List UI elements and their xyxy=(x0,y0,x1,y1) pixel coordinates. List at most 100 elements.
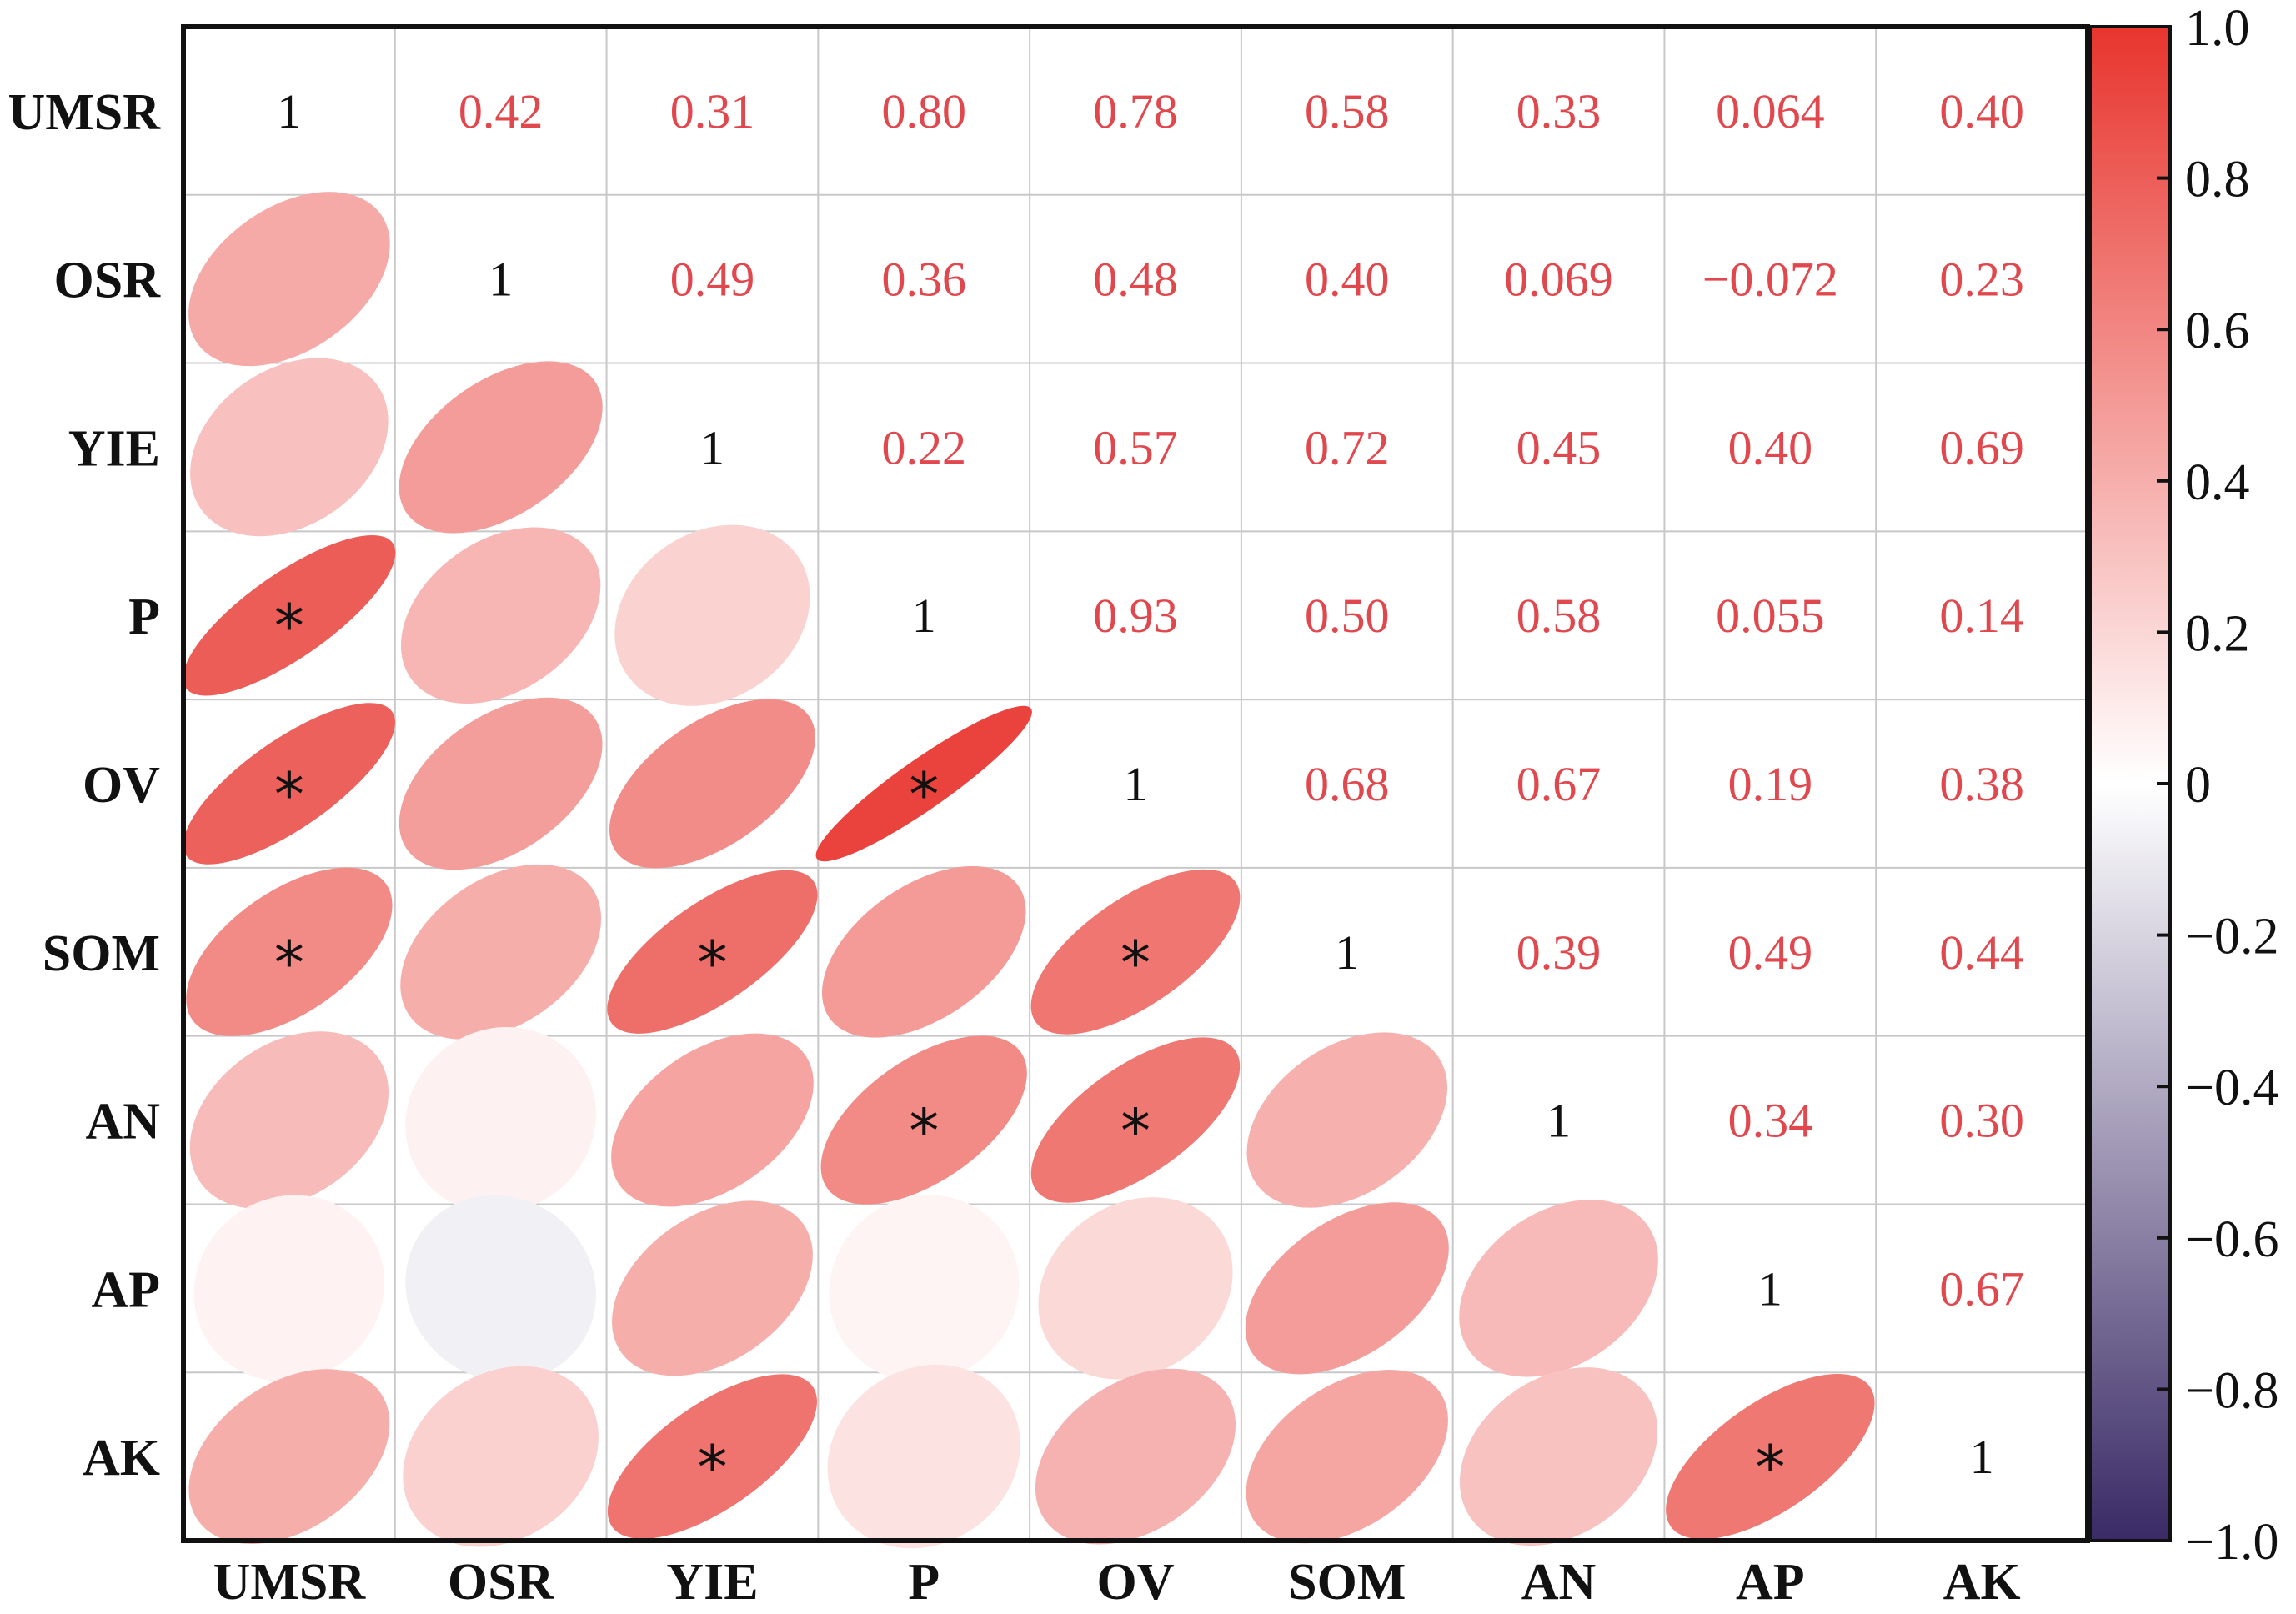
column-label: AP xyxy=(1736,1554,1805,1611)
colorbar-tick-label: 0.4 xyxy=(2185,454,2250,511)
colorbar: 1.0 0.8 0.6 0.4 0.2 0 −0.2 −0.4 −0.6 −0.8 −1.0 xyxy=(2088,0,2278,1571)
correlation-ellipse xyxy=(405,1026,596,1214)
coefficient-label: 0.45 xyxy=(1516,420,1602,474)
column-label: OV xyxy=(1097,1554,1175,1611)
colorbar-tick-label: −0.2 xyxy=(2185,909,2278,965)
coefficient-label: 0.33 xyxy=(1516,84,1602,138)
coefficient-label: 0.93 xyxy=(1093,589,1178,643)
diagonal-value: 1 xyxy=(1335,925,1359,980)
row-label: P xyxy=(128,589,160,645)
diagonal-value: 1 xyxy=(1970,1430,1994,1484)
correlation-ellipse xyxy=(1030,1037,1241,1203)
coefficient-label: 0.48 xyxy=(1093,253,1178,307)
correlation-ellipse xyxy=(188,1369,390,1545)
coefficient-label: 0.49 xyxy=(1728,925,1813,980)
coefficient-label: 0.40 xyxy=(1305,253,1390,307)
correlation-ellipse xyxy=(403,1366,599,1547)
correlation-ellipse xyxy=(829,1195,1020,1382)
colorbar-ticks: 1.0 0.8 0.6 0.4 0.2 0 −0.2 −0.4 −0.6 −0.8 −1.0 xyxy=(2157,0,2278,1571)
colorbar-tick-label: −0.4 xyxy=(2185,1060,2278,1116)
correlation-ellipse xyxy=(822,865,1026,1038)
diagonal-value: 1 xyxy=(1124,757,1148,811)
coefficient-label: 0.42 xyxy=(459,84,544,138)
significance-marker: * xyxy=(274,591,304,661)
row-label: YIE xyxy=(68,420,160,477)
diagonal-value: 1 xyxy=(912,589,936,643)
correlation-ellipse xyxy=(607,1374,817,1539)
coefficient-label: 0.50 xyxy=(1305,589,1390,643)
coefficient-label: 0.31 xyxy=(670,84,755,138)
coefficient-label: 0.67 xyxy=(1516,757,1602,811)
coefficient-label: 0.69 xyxy=(1939,420,2024,474)
diagonal-value: 1 xyxy=(1547,1094,1571,1148)
coefficient-label: 0.19 xyxy=(1728,757,1813,811)
correlation-ellipse xyxy=(1246,1032,1448,1208)
coefficient-label: 0.34 xyxy=(1728,1094,1813,1148)
row-label: SOM xyxy=(43,925,160,982)
correlation-ellipse xyxy=(400,864,602,1040)
column-label: UMSR xyxy=(213,1554,367,1611)
coefficient-label: 0.80 xyxy=(881,84,966,138)
coefficient-label: 0.72 xyxy=(1305,420,1390,474)
matrix-cells: 1 0.42 0.31 0.80 0.78 0.58 0.33 0.064 0.40 1 0.49 0… xyxy=(183,84,2024,1549)
correlation-ellipse xyxy=(1245,1202,1449,1375)
correlation-ellipse xyxy=(1246,1370,1448,1544)
column-label: OSR xyxy=(448,1554,555,1611)
coefficient-label: 0.58 xyxy=(1305,84,1390,138)
diagonal-value: 1 xyxy=(489,253,513,307)
significance-marker: * xyxy=(909,1096,939,1166)
coefficient-label: 0.069 xyxy=(1504,253,1613,307)
correlation-ellipse xyxy=(405,1195,596,1381)
coefficient-label: 0.38 xyxy=(1939,757,2024,811)
significance-marker: * xyxy=(274,759,304,830)
coefficient-label: 0.44 xyxy=(1939,925,2024,980)
correlation-ellipse xyxy=(827,1364,1020,1549)
coefficient-label: 0.23 xyxy=(1939,253,2024,307)
correlation-ellipse xyxy=(183,534,396,696)
column-label: SOM xyxy=(1288,1554,1406,1611)
correlation-ellipse xyxy=(399,361,603,534)
row-label: AP xyxy=(91,1261,160,1318)
column-label: P xyxy=(908,1554,940,1611)
coefficient-label: 0.39 xyxy=(1516,925,1602,980)
correlation-ellipse xyxy=(612,1200,813,1376)
row-label: OSR xyxy=(54,253,162,309)
significance-marker: * xyxy=(909,759,939,830)
column-label: YIE xyxy=(666,1554,758,1611)
correlation-ellipse xyxy=(607,870,818,1034)
colorbar-tick-label: −1.0 xyxy=(2185,1514,2278,1571)
significance-marker: * xyxy=(697,1432,727,1502)
coefficient-label: 0.78 xyxy=(1093,84,1178,138)
column-label: AN xyxy=(1521,1554,1597,1611)
colorbar-tick-label: 0.2 xyxy=(2185,605,2250,662)
correlation-ellipse xyxy=(609,699,815,869)
coefficient-label: 0.58 xyxy=(1516,589,1602,643)
column-label: AK xyxy=(1943,1554,2021,1611)
correlation-ellipse xyxy=(614,524,810,706)
colorbar-tick-label: 0.6 xyxy=(2185,303,2250,359)
colorbar-tick-label: −0.8 xyxy=(2185,1362,2278,1419)
coefficient-label: 0.40 xyxy=(1939,84,2024,138)
diagonal-value: 1 xyxy=(700,420,724,474)
correlation-ellipse xyxy=(190,358,389,537)
plot-frame xyxy=(181,24,2090,1543)
row-label: AK xyxy=(83,1430,160,1486)
correlation-ellipse xyxy=(815,705,1032,862)
colorbar-tick-label: 0.8 xyxy=(2185,152,2250,208)
significance-marker: * xyxy=(697,928,727,998)
correlation-ellipse xyxy=(1035,1368,1236,1545)
coefficient-label: −0.072 xyxy=(1702,253,1838,307)
coefficient-label: 0.36 xyxy=(881,253,966,307)
correlation-ellipse xyxy=(186,867,393,1036)
diagonal-value: 1 xyxy=(1758,1261,1782,1316)
colorbar-tick-label: −0.6 xyxy=(2185,1211,2278,1268)
correlation-ellipse xyxy=(399,697,603,870)
coefficient-label: 0.57 xyxy=(1093,420,1178,474)
row-label: AN xyxy=(85,1094,160,1150)
significance-marker: * xyxy=(274,928,304,998)
correlation-ellipse xyxy=(193,1195,385,1382)
diagonal-value: 1 xyxy=(277,84,301,138)
correlation-ellipse xyxy=(188,192,390,367)
correlation-ellipse xyxy=(1038,1197,1233,1380)
